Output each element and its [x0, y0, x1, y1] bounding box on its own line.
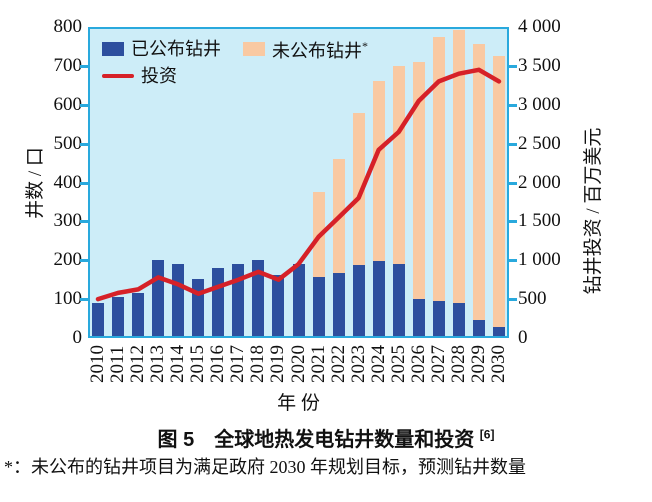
legend-label-announced-wells: 已公布钻井 [131, 38, 221, 59]
x-tick-label-2011: 2011 [107, 345, 129, 383]
right-axis-tick-label: 1 500 [518, 210, 561, 232]
left-axis-tick-mark [80, 103, 88, 107]
bar-announced-2021 [312, 276, 325, 338]
left-axis-tick-mark [80, 259, 88, 263]
left-axis-tick-label: 700 [53, 54, 83, 76]
x-tick-label-2022: 2022 [327, 345, 349, 383]
legend-swatch-unannounced-wells [243, 41, 265, 56]
x-tick-label-2024: 2024 [367, 345, 389, 383]
left-axis-tick-label: 100 [53, 288, 83, 310]
x-tick-label-2021: 2021 [307, 345, 329, 383]
bar-unannounced-2023 [352, 112, 365, 265]
x-tick-label-2027: 2027 [427, 345, 449, 383]
right-axis-tick-mark [509, 142, 517, 146]
legend-label-unannounced-wells: 未公布钻井* [272, 35, 368, 62]
left-axis-tick-label: 600 [53, 93, 83, 115]
right-axis-title: 钻井投资 / 百万美元 [583, 127, 604, 294]
legend-label-unannounced-text: 未公布钻井 [272, 41, 362, 61]
x-tick-label-2016: 2016 [207, 345, 229, 383]
x-tick-label-2028: 2028 [447, 345, 469, 383]
bar-announced-2025 [392, 264, 405, 338]
left-axis-tick-label: 500 [53, 132, 83, 154]
x-tick-label-2018: 2018 [247, 345, 269, 383]
bar-unannounced-2027 [432, 36, 445, 302]
left-axis-tick-label: 400 [53, 171, 83, 193]
bar-announced-2027 [432, 301, 445, 338]
figure-footnote: *：未公布的钻井项目为满足政府 2030 年规划目标，预测钻井数量 [4, 457, 526, 477]
bar-unannounced-2028 [452, 29, 465, 303]
right-axis-tick-label: 0 [518, 327, 528, 348]
figure-caption: 图 5 全球地热发电钻井数量和投资 [6] [0, 423, 652, 452]
x-tick-label-2010: 2010 [87, 345, 109, 383]
legend: 已公布钻井 未公布钻井* 投资 [102, 35, 390, 90]
bar-announced-2012 [132, 293, 145, 338]
left-axis-tick-mark [80, 181, 88, 185]
right-axis-tick-mark [509, 64, 517, 68]
figure-caption-text: 图 5 全球地热发电钻井数量和投资 [157, 429, 475, 451]
x-tick-label-2026: 2026 [407, 345, 429, 383]
right-axis-tick-label: 4 000 [518, 16, 561, 37]
x-tick-label-2020: 2020 [287, 345, 309, 383]
right-axis-tick-mark [509, 259, 517, 263]
left-axis-tick-label: 800 [53, 16, 83, 37]
left-axis-tick-label: 300 [53, 210, 83, 232]
right-axis-tick-label: 2 000 [518, 171, 561, 193]
x-tick-label-2013: 2013 [147, 345, 169, 383]
bar-announced-2011 [112, 297, 125, 338]
legend-label-investment: 投资 [141, 66, 177, 86]
bar-announced-2024 [372, 261, 385, 338]
right-axis-tick-label: 2 500 [518, 132, 561, 154]
right-axis-tick-mark [509, 103, 517, 107]
investment-line [95, 67, 502, 302]
bar-unannounced-2026 [412, 61, 425, 300]
bar-announced-2030 [492, 327, 505, 338]
bar-announced-2022 [332, 272, 345, 338]
bar-announced-2023 [352, 264, 365, 338]
right-axis-tick-label: 1 000 [518, 249, 561, 271]
x-tick-label-2014: 2014 [167, 345, 189, 383]
right-axis-tick-mark [509, 298, 517, 302]
x-axis-title: 年 份 [277, 393, 320, 414]
bar-unannounced-2030 [492, 55, 505, 328]
left-axis-tick-mark [80, 298, 88, 302]
bar-announced-2020 [292, 264, 305, 338]
x-tick-label-2015: 2015 [187, 345, 209, 383]
bar-unannounced-2029 [472, 44, 485, 321]
left-axis-tick-mark [80, 64, 88, 68]
bar-unannounced-2025 [392, 65, 405, 265]
left-axis-tick-label: 0 [72, 327, 83, 348]
x-tick-label-2019: 2019 [267, 345, 289, 383]
legend-asterisk: * [362, 39, 368, 53]
left-axis-tick-label: 200 [53, 249, 83, 271]
x-tick-label-2025: 2025 [387, 345, 409, 383]
legend-swatch-announced-wells [102, 41, 124, 56]
x-tick-label-2029: 2029 [467, 345, 489, 383]
bar-announced-2029 [472, 320, 485, 338]
x-tick-label-2023: 2023 [347, 345, 369, 383]
bar-announced-2018 [252, 260, 265, 338]
bar-announced-2010 [92, 303, 105, 338]
right-axis-tick-label: 3 500 [518, 54, 561, 76]
bar-announced-2019 [272, 274, 285, 338]
x-tick-label-2030: 2030 [487, 345, 509, 383]
x-tick-label-2017: 2017 [227, 345, 249, 383]
bar-announced-2026 [412, 299, 425, 338]
right-axis-tick-mark [509, 181, 517, 185]
bar-announced-2028 [452, 303, 465, 338]
left-axis-title: 井数 / 口 [25, 146, 46, 219]
right-axis-tick-label: 500 [518, 288, 547, 310]
right-axis-tick-label: 3 000 [518, 93, 561, 115]
left-axis-tick-mark [80, 142, 88, 146]
x-tick-label-2012: 2012 [127, 345, 149, 383]
figure-caption-reference: [6] [479, 427, 495, 442]
right-axis-tick-mark [509, 220, 517, 224]
legend-row-1: 已公布钻井 未公布钻井* [102, 35, 390, 62]
legend-swatch-investment-line [102, 74, 134, 78]
bar-unannounced-2024 [372, 81, 385, 262]
left-axis-tick-mark [80, 220, 88, 224]
legend-row-2: 投资 [102, 65, 390, 87]
